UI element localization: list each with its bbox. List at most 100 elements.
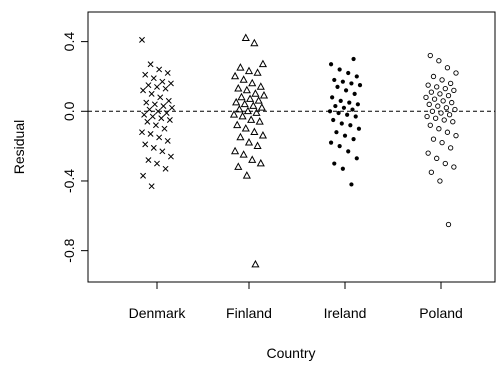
data-point-poland [427, 52, 433, 59]
y-tick-label: 0.4 [61, 32, 77, 52]
data-point-ireland [337, 67, 342, 72]
data-point-ireland [328, 140, 334, 145]
data-point-denmark [164, 70, 171, 76]
y-axis-title: Residual [11, 120, 27, 174]
data-point-ireland [341, 105, 347, 110]
data-point-denmark [159, 78, 166, 85]
data-point-finland [242, 171, 251, 179]
data-point-ireland [357, 83, 363, 88]
data-point-poland [435, 103, 441, 109]
data-point-ireland [356, 126, 362, 131]
data-point-poland [430, 73, 437, 80]
data-point-denmark [167, 153, 174, 160]
data-point-denmark [151, 101, 158, 108]
data-point-denmark [143, 99, 150, 106]
data-point-denmark [150, 75, 157, 82]
data-point-denmark [158, 115, 165, 122]
data-point-finland [248, 78, 257, 87]
data-point-ireland [348, 123, 353, 128]
data-point-finland [251, 259, 260, 268]
data-point-finland [239, 150, 248, 158]
data-point-denmark [154, 160, 160, 167]
data-point-denmark [157, 94, 164, 101]
data-point-denmark [159, 148, 166, 155]
data-point-finland [242, 85, 251, 94]
data-point-denmark [142, 141, 149, 148]
data-point-poland [426, 101, 432, 107]
data-point-denmark [166, 117, 173, 123]
data-point-poland [451, 164, 457, 170]
data-point-denmark [156, 134, 163, 141]
data-point-finland [259, 90, 269, 99]
x-tick-label-denmark: Denmark [129, 305, 187, 321]
data-point-poland [441, 117, 447, 123]
data-point-ireland [351, 137, 356, 142]
data-point-denmark [145, 82, 152, 89]
data-point-finland [238, 111, 247, 120]
data-point-poland [451, 87, 457, 94]
data-point-denmark [140, 87, 147, 94]
data-point-ireland [340, 166, 345, 171]
data-point-ireland [334, 130, 339, 135]
data-point-finland [251, 89, 260, 97]
data-point-poland [449, 99, 455, 106]
data-point-poland [430, 136, 437, 142]
data-point-ireland [336, 110, 341, 116]
data-point-ireland [331, 117, 336, 123]
data-point-finland [257, 103, 266, 111]
data-point-finland [239, 75, 248, 83]
data-point-poland [425, 150, 431, 156]
data-point-denmark [154, 83, 160, 90]
data-point-ireland [332, 77, 337, 83]
data-point-denmark [139, 129, 145, 136]
data-point-poland [439, 77, 445, 83]
data-point-denmark [163, 110, 170, 116]
data-point-denmark [141, 111, 148, 118]
data-point-denmark [148, 183, 155, 190]
data-point-ireland [327, 109, 333, 114]
x-axis: Denmark Finland Ireland Poland [129, 282, 463, 321]
data-point-poland [439, 139, 445, 146]
data-point-ireland [347, 100, 352, 105]
data-point-finland [240, 99, 249, 108]
data-point-denmark [146, 106, 153, 113]
data-point-ireland [337, 144, 342, 149]
data-point-denmark [161, 125, 168, 132]
data-point-poland [443, 105, 450, 111]
data-point-denmark [144, 118, 151, 125]
data-point-poland [442, 160, 448, 167]
data-point-finland [232, 97, 241, 106]
data-point-denmark [152, 122, 159, 129]
data-point-ireland [330, 95, 335, 100]
data-point-poland [423, 94, 429, 101]
data-point-finland [250, 127, 259, 136]
data-point-poland [436, 126, 442, 132]
data-point-denmark [145, 157, 152, 164]
data-point-finland [244, 138, 254, 146]
data-point-denmark [167, 80, 174, 87]
data-point-finland [250, 38, 259, 47]
data-point-finland [245, 94, 255, 102]
data-point-poland [445, 221, 452, 228]
data-point-poland [432, 115, 439, 121]
data-point-poland [445, 92, 452, 99]
data-point-poland [442, 85, 448, 92]
data-point-finland [258, 59, 268, 68]
data-point-denmark [147, 61, 154, 68]
data-point-finland [237, 92, 246, 101]
data-point-denmark [149, 113, 156, 120]
data-point-poland [450, 119, 456, 125]
data-point-denmark [148, 90, 155, 97]
data-point-poland [424, 113, 430, 120]
data-point-finland [254, 96, 263, 104]
data-point-ireland [346, 70, 351, 76]
data-point-ireland [349, 182, 354, 187]
data-point-ireland [335, 84, 340, 90]
data-point-ireland [340, 79, 345, 84]
data-point-ireland [333, 103, 338, 109]
data-point-denmark [164, 137, 171, 144]
data-point-denmark [155, 108, 162, 115]
data-point-finland [230, 146, 240, 155]
data-point-denmark [162, 165, 169, 172]
